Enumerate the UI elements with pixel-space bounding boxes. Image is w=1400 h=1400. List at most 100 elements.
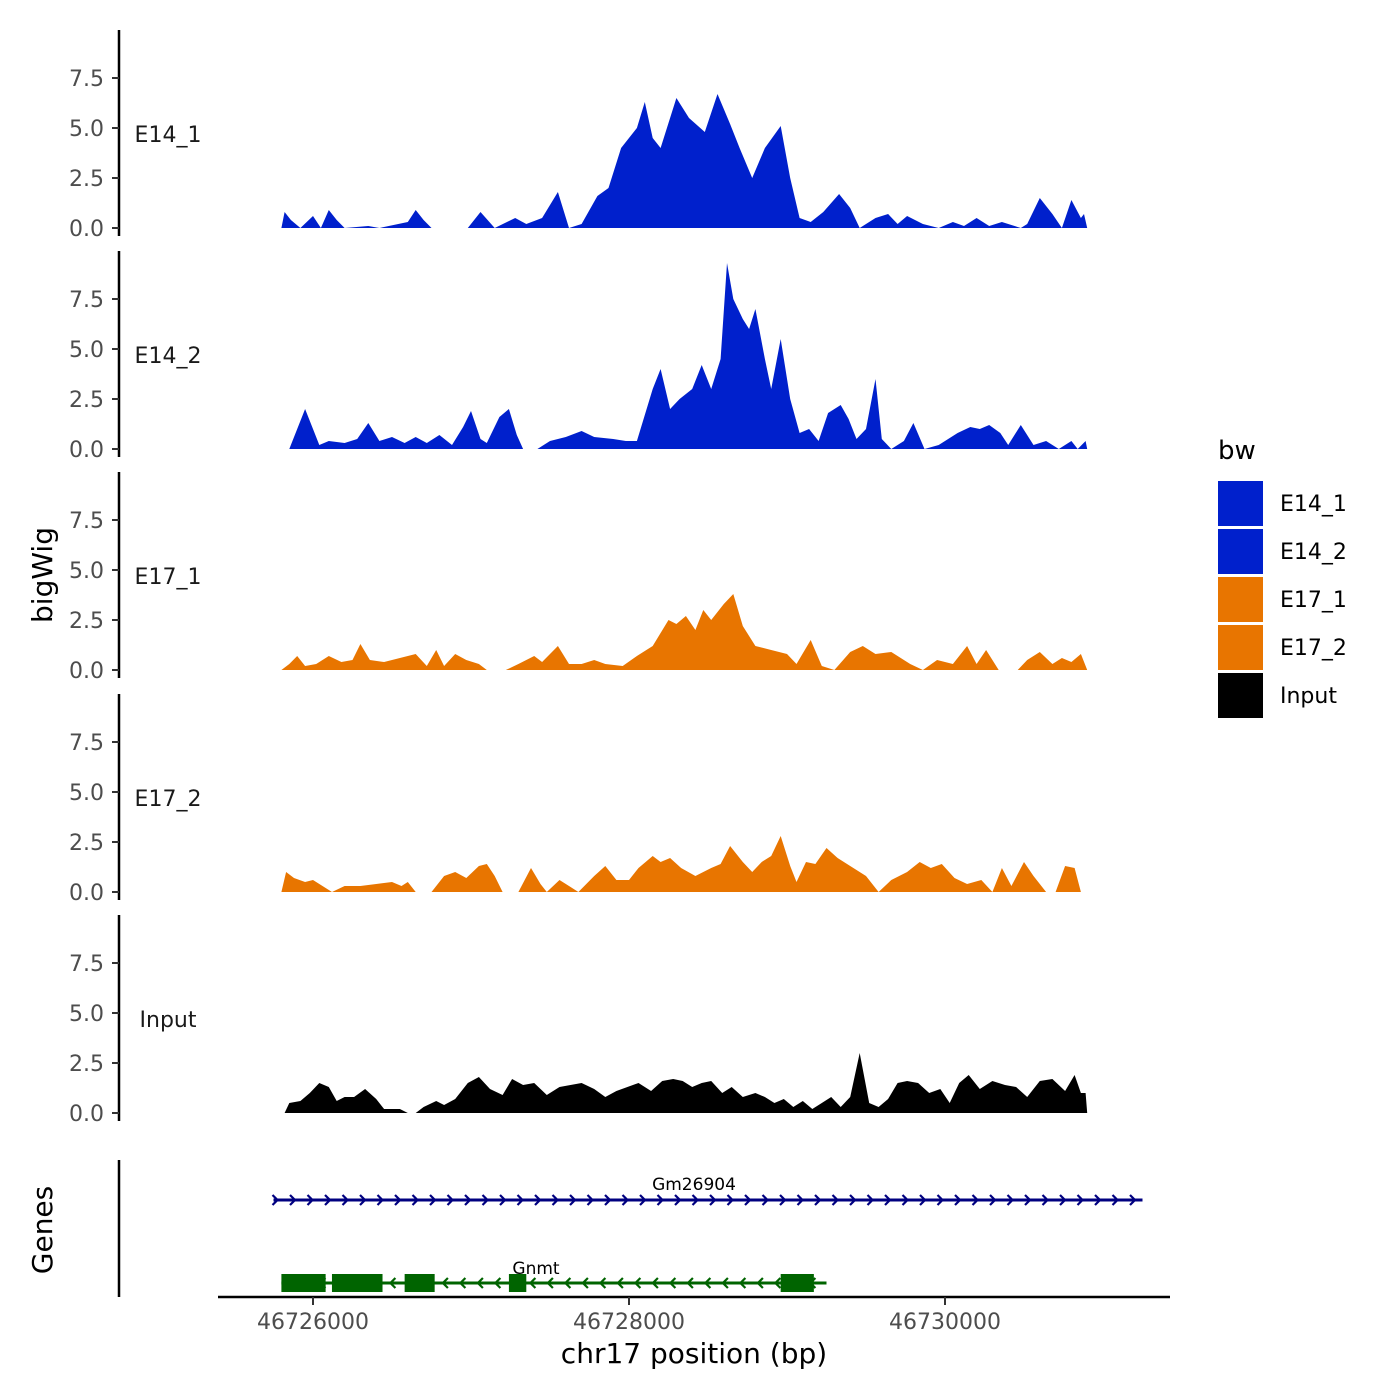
strand-arrow [1111,1194,1120,1206]
gene-track: Gm26904 Gnmt [117,1160,1143,1297]
y-tick-label: 0.0 [69,217,104,242]
strand-arrow [1041,1194,1050,1206]
strand-arrow [458,1277,467,1289]
panel-label-E14_1: E14_1 [135,123,202,148]
y-tick-label: 0.0 [69,881,104,906]
legend-swatch-E17_2 [1218,625,1263,670]
strand-arrow [756,1277,764,1289]
area-Input [284,1053,1088,1113]
track-panels: 0.0 2.5 5.0 7.5 E14_1 0.0 2.5 5.0 7.5 E14_2 0.0 2.5… [69,30,1088,1127]
y-tick-label: 7.5 [69,731,104,756]
y-tick-label: 5.0 [69,1002,104,1027]
y-tick-label: 5.0 [69,559,104,584]
track-E17_1: 0.0 2.5 5.0 7.5 E17_1 [69,472,1088,684]
y-tick-label: 2.5 [69,388,104,413]
strand-arrow [493,1277,502,1289]
strand-arrow [394,1194,402,1206]
legend-label-E17_2: E17_2 [1280,636,1347,661]
gene-label: Gm26904 [652,1175,736,1195]
strand-arrow [1129,1194,1137,1206]
strand-arrow [563,1277,572,1289]
gene-Gm26904: Gm26904 [271,1175,1143,1206]
strand-arrow [703,1277,712,1289]
strand-arrow [621,1194,630,1206]
legend-title: bw [1218,436,1256,466]
strand-arrow [464,1194,472,1206]
y-axis-title: bigWig [26,527,59,623]
exon [281,1274,326,1292]
strand-arrow [528,1277,537,1289]
legend-label-E14_2: E14_2 [1280,540,1347,565]
strand-arrow [376,1194,385,1206]
legend-swatch-E14_2 [1218,529,1263,574]
strand-arrow [954,1194,962,1206]
strand-arrow [1076,1194,1085,1206]
strand-arrow [779,1194,787,1206]
strand-arrow [429,1194,437,1206]
strand-arrow [441,1277,449,1289]
y-tick-label: 5.0 [69,781,104,806]
strand-arrow [773,1277,782,1289]
exon [404,1274,435,1292]
y-tick-label: 0.0 [69,438,104,463]
strand-arrow [289,1194,297,1206]
strand-arrow [744,1194,752,1206]
strand-arrow [1059,1194,1067,1206]
track-E17_2: 0.0 2.5 5.0 7.5 E17_2 [69,694,1081,906]
track-E14_2: 0.0 2.5 5.0 7.5 E14_2 [69,251,1088,463]
strand-arrow [534,1194,542,1206]
y-tick-label: 2.5 [69,167,104,192]
strand-arrow [691,1194,700,1206]
strand-arrow [1024,1194,1032,1206]
strand-arrow [359,1194,367,1206]
y-tick-label: 7.5 [69,952,104,977]
genes-axis-title: Genes [26,1186,59,1274]
legend-swatch-Input [1218,673,1263,718]
y-tick-label: 2.5 [69,831,104,856]
strand-arrow [936,1194,945,1206]
strand-arrow [901,1194,910,1206]
strand-arrow [814,1194,822,1206]
exon [780,1274,814,1292]
y-tick-label: 7.5 [69,288,104,313]
y-tick-label: 0.0 [69,659,104,684]
x-tick-label: 46726000 [257,1310,369,1335]
x-tick-label: 46730000 [889,1310,1001,1335]
strand-arrow [633,1277,642,1289]
strand-arrow [761,1194,770,1206]
legend: bw E14_1 E14_2 E17_1 E17_2 Input [1218,436,1347,718]
strand-arrow [639,1194,647,1206]
exon [508,1274,527,1292]
strand-arrow [586,1194,595,1206]
area-E17_1 [281,594,1088,670]
strand-arrow [884,1194,892,1206]
y-tick-label: 5.0 [69,338,104,363]
y-tick-label: 2.5 [69,609,104,634]
strand-arrow [598,1277,607,1289]
strand-arrow [569,1194,577,1206]
strand-arrow [476,1277,484,1289]
panel-label-E14_2: E14_2 [135,344,202,369]
x-tick-label: 46728000 [573,1310,685,1335]
strand-arrow [971,1194,980,1206]
strand-arrow [499,1194,507,1206]
gene-label: Gnmt [512,1259,560,1279]
strand-arrow [388,1277,397,1289]
area-E14_2 [289,263,1088,449]
strand-arrow [721,1277,729,1289]
strand-arrow [616,1277,624,1289]
strand-arrow [516,1194,525,1206]
strand-arrow [668,1277,677,1289]
strand-arrow [686,1277,694,1289]
strand-arrow [919,1194,927,1206]
strand-arrow [866,1194,875,1206]
panel-label-E17_1: E17_1 [135,565,202,590]
strand-arrow [738,1277,747,1289]
strand-arrow [324,1194,332,1206]
strand-arrow [446,1194,455,1206]
area-E17_2 [281,836,1081,892]
strand-arrow [656,1194,665,1206]
legend-label-E17_1: E17_1 [1280,588,1347,613]
strand-arrow [341,1194,350,1206]
